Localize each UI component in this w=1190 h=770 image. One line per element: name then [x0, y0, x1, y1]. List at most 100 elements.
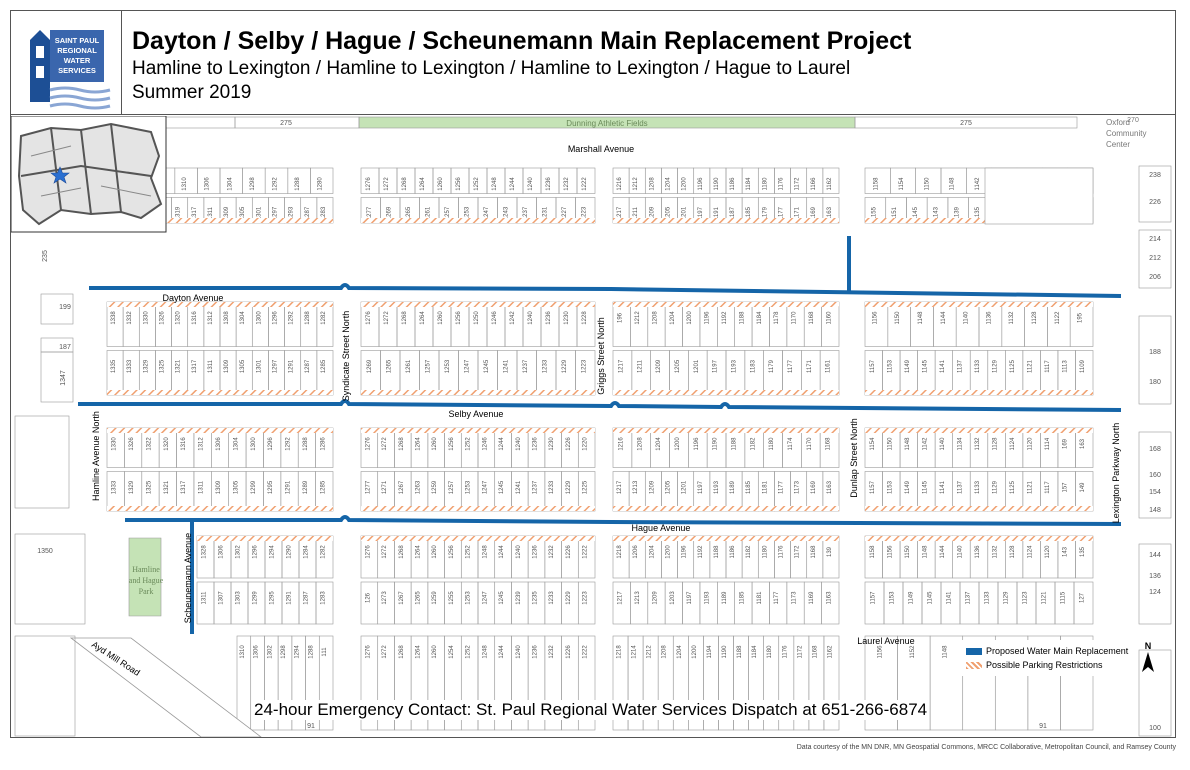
parcel-number: 1229 [566, 480, 572, 494]
parcel-number: 1226 [566, 645, 572, 659]
left-lot [14, 415, 70, 509]
parcel-number: 1169 [811, 206, 817, 220]
parcel-number: 1209 [649, 206, 655, 220]
parcel-number: 1197 [713, 359, 719, 373]
parcel-number: 1153 [890, 591, 896, 605]
block-top-half: 1338 1332 1330 1326 1320 1316 1312 1308 1304 1300… [106, 301, 334, 347]
parcel-number: 1203 [670, 591, 676, 605]
parcel-number: 1128 [1010, 545, 1016, 559]
parcel-number: 1225 [583, 480, 589, 494]
parking-restriction-strip [865, 218, 1093, 223]
parcel-number: 1326 [129, 437, 135, 451]
parcel-number: 1208 [637, 437, 643, 451]
parcel-number: 1182 [746, 545, 752, 559]
parcel-number: 1237 [523, 359, 529, 373]
parcel-number: 1155 [871, 206, 877, 220]
inset-locator-map [11, 116, 167, 233]
parcel-number: 1176 [779, 177, 785, 191]
location-star-icon [50, 166, 70, 184]
parcel-number: 1276 [365, 437, 371, 451]
parcel-number: 1162 [827, 645, 833, 659]
parcel-number: 1209 [652, 591, 658, 605]
parking-restriction-strip [361, 536, 595, 541]
parcel-number: 1325 [146, 480, 152, 494]
logo-text-line: REGIONAL [57, 46, 97, 55]
parcel-number: 1223 [581, 206, 587, 220]
parcel-number: 1201 [694, 359, 700, 373]
parcel-number: 1201 [682, 206, 688, 220]
parcel-number: 1139 [954, 206, 960, 220]
parcel-number: 1114 [1045, 437, 1051, 450]
lot-number: 275 [280, 120, 292, 127]
parcel-number: 1141 [940, 359, 946, 373]
oxford-label: Oxford [1106, 118, 1130, 127]
parcel-number: 1211 [633, 206, 639, 220]
parcel-number: 1135 [975, 206, 981, 220]
parcel-number: 1320 [164, 437, 170, 451]
parking-restriction-strip [197, 536, 333, 541]
parcel-number: 1242 [510, 311, 516, 325]
parcel-number: 1257 [449, 480, 455, 494]
parcel-number: 1309 [224, 206, 230, 220]
parcel-number: 1237 [523, 206, 529, 220]
street-label-griggs: Griggs Street North [596, 317, 606, 395]
parcel-number: 1173 [792, 591, 798, 605]
parcel-number: 1298 [250, 177, 256, 191]
parcel-number: 1204 [649, 545, 655, 559]
block-bottom-half: 1217 1211 1209 1205 1201 1197 1193 1183 1179 1177… [612, 350, 840, 396]
block-bottom-half: 126 1273 1267 1265 1259 1255 1253 1247 1245 1239 1… [360, 581, 596, 625]
street-labels: Marshall Avenue Dayton Avenue Selby Aven… [91, 144, 1121, 646]
parcel-number: 1245 [484, 359, 490, 373]
parcel-number: 1226 [566, 545, 572, 559]
parcel-number: 1124 [1028, 545, 1034, 559]
parcel-number: 1124 [1010, 437, 1016, 451]
lot-number: 160 [1149, 472, 1161, 479]
parcel-number: 1163 [826, 591, 832, 605]
parcel-number: 1276 [365, 645, 371, 659]
parcel-number: 1276 [365, 545, 371, 559]
parcel-number: 1235 [533, 591, 539, 605]
parcel-number: 1140 [957, 545, 963, 559]
project-map[interactable]: 1324132013161310130613041298129212881280… [11, 116, 1175, 737]
parcel-number: 1330 [143, 311, 149, 325]
parcel-number: 1200 [692, 645, 698, 659]
parcel-number: 1172 [795, 177, 801, 191]
parcel-number: 1145 [922, 480, 928, 494]
parcel-number: 1133 [975, 359, 981, 373]
parcel-number: 1299 [251, 480, 257, 494]
parcel-number: 1297 [273, 206, 279, 220]
parcel-number: 1272 [384, 177, 390, 191]
parcel-number: 1302 [267, 645, 273, 659]
parking-restriction-strip [361, 218, 595, 223]
parking-restriction-strip [865, 428, 1093, 433]
parcel-number: 1194 [707, 645, 713, 659]
parcel-number: 1125 [1010, 359, 1016, 373]
parcel-number: 1212 [633, 177, 639, 191]
parcel-number: 1332 [127, 311, 133, 325]
parcel-number: 1150 [924, 177, 930, 191]
lot-number: 238 [1149, 172, 1161, 179]
parcel-number: 1264 [416, 545, 422, 559]
parcel-number: 1196 [682, 545, 688, 559]
legend-item-parking: Possible Parking Restrictions [966, 660, 1103, 670]
parcel-number: 1186 [730, 177, 736, 191]
parcel-number: 1184 [757, 311, 763, 325]
parcel-number: 135 [1080, 546, 1086, 557]
parcel-number: 1295 [268, 480, 274, 494]
parcel-number: 1190 [714, 177, 720, 191]
street-label-hague: Hague Avenue [632, 523, 691, 533]
block-top-half: 1218 1206 1204 1200 1196 1192 1188 1186 1182 1180… [612, 535, 840, 579]
lot-number: 226 [1149, 199, 1161, 206]
parcel-number: 1287 [305, 206, 311, 220]
block-top-half: 196 1212 1208 1204 1200 1196 1192 1188 1184 1178 1… [612, 301, 840, 347]
block-top-half: 1330 1326 1322 1320 1316 1312 1306 1304 1300 1296… [106, 427, 334, 468]
parcel-number: 1306 [216, 437, 222, 451]
parcel-number: 1205 [666, 206, 672, 220]
parcel-number: 1292 [289, 311, 295, 325]
parcel-number: 1217 [618, 591, 624, 605]
parcel-number: 1189 [730, 480, 736, 494]
parcel-number: 1229 [562, 359, 568, 373]
north-arrow-icon [1142, 652, 1154, 672]
block-top-half: 1276 1272 1268 1264 1260 1256 1252 1246 1244 1240… [360, 427, 596, 468]
parcel-number: 1233 [542, 359, 548, 373]
